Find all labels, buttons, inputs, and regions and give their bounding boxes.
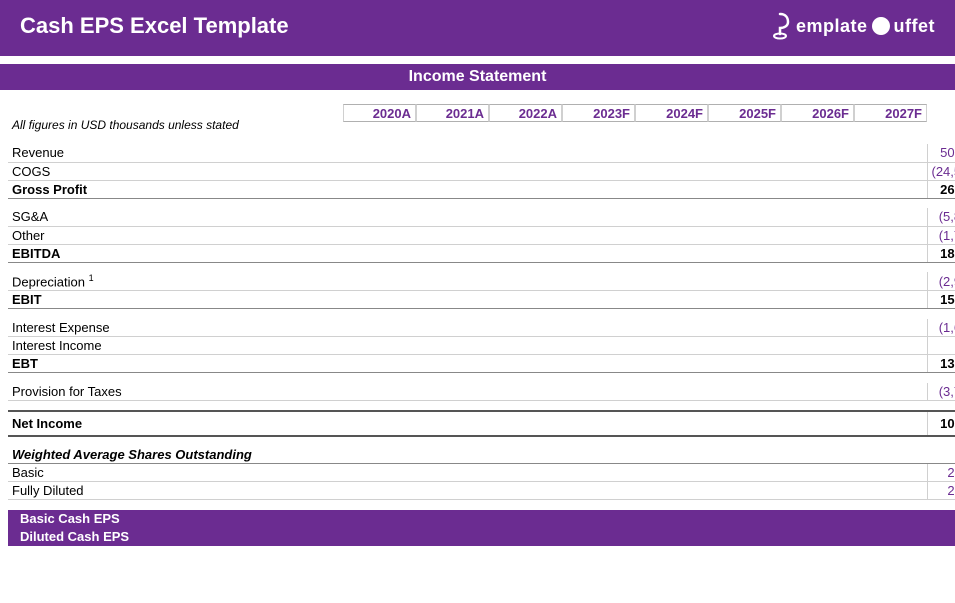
row-interest-income: Interest Income 200 180 193 37 55 80 108… bbox=[8, 337, 955, 355]
row-fully-diluted: Fully Diluted 2,500 2,500 2,500 2,500 2,… bbox=[8, 482, 955, 500]
income-statement-table: All figures in USD thousands unless stat… bbox=[8, 90, 955, 546]
row-basic-cash-eps: Basic Cash EPS – – – – – – – – bbox=[8, 510, 955, 528]
year-col-0: 2020A bbox=[343, 104, 416, 122]
logo-circle-icon bbox=[870, 15, 892, 37]
row-ebitda: EBITDA 18,404 18,607 19,811 20,914 21,25… bbox=[8, 244, 955, 262]
row-net-income: Net Income 10,234 9,541 10,091 12,206 12… bbox=[8, 411, 955, 436]
row-revenue: Revenue 50,589 51,648 53,761 56,481 57,6… bbox=[8, 144, 955, 162]
row-depreciation: Depreciation 1 (2,960) (3,196) (3,452) (… bbox=[8, 272, 955, 291]
year-col-3: 2023F bbox=[562, 104, 635, 122]
row-other: Other (1,764) (1,931) (2,026) (2,097) (2… bbox=[8, 226, 955, 244]
row-cogs: COGS (24,544) (25,104) (25,779) (27,111)… bbox=[8, 162, 955, 180]
row-ebit: EBIT 15,444 15,411 16,359 16,493 16,481 … bbox=[8, 291, 955, 309]
logo: emplate uffet bbox=[768, 12, 935, 40]
row-interest-expense: Interest Expense (1,688) (2,200) (2,350)… bbox=[8, 319, 955, 337]
row-provision-taxes: Provision for Taxes (3,722) (3,850) (4,1… bbox=[8, 383, 955, 401]
year-col-2: 2022A bbox=[489, 104, 562, 122]
figures-note: All figures in USD thousands unless stat… bbox=[8, 104, 343, 126]
page-title: Cash EPS Excel Template bbox=[20, 13, 289, 39]
row-gross-profit: Gross Profit 26,045 26,544 27,981 29,370… bbox=[8, 180, 955, 198]
year-col-4: 2024F bbox=[635, 104, 708, 122]
row-basic: Basic 2,000 2,000 2,000 2,000 2,000 2,00… bbox=[8, 464, 955, 482]
row-waso-heading: Weighted Average Shares Outstanding bbox=[8, 446, 955, 464]
year-col-6: 2026F bbox=[781, 104, 854, 122]
year-col-5: 2025F bbox=[708, 104, 781, 122]
row-ebt: EBT 13,956 13,391 14,202 15,451 15,696 1… bbox=[8, 355, 955, 373]
logo-icon bbox=[768, 12, 792, 40]
header-bar: Cash EPS Excel Template emplate uffet bbox=[0, 0, 955, 56]
year-col-7: 2027F bbox=[854, 104, 927, 122]
content-area: All figures in USD thousands unless stat… bbox=[0, 90, 955, 546]
section-title: Income Statement bbox=[0, 64, 955, 90]
row-diluted-cash-eps: Diluted Cash EPS – – – – – – – – bbox=[8, 528, 955, 546]
row-sga: SG&A (5,877) (6,006) (6,144) (6,359) (6,… bbox=[8, 208, 955, 226]
year-col-1: 2021A bbox=[416, 104, 489, 122]
